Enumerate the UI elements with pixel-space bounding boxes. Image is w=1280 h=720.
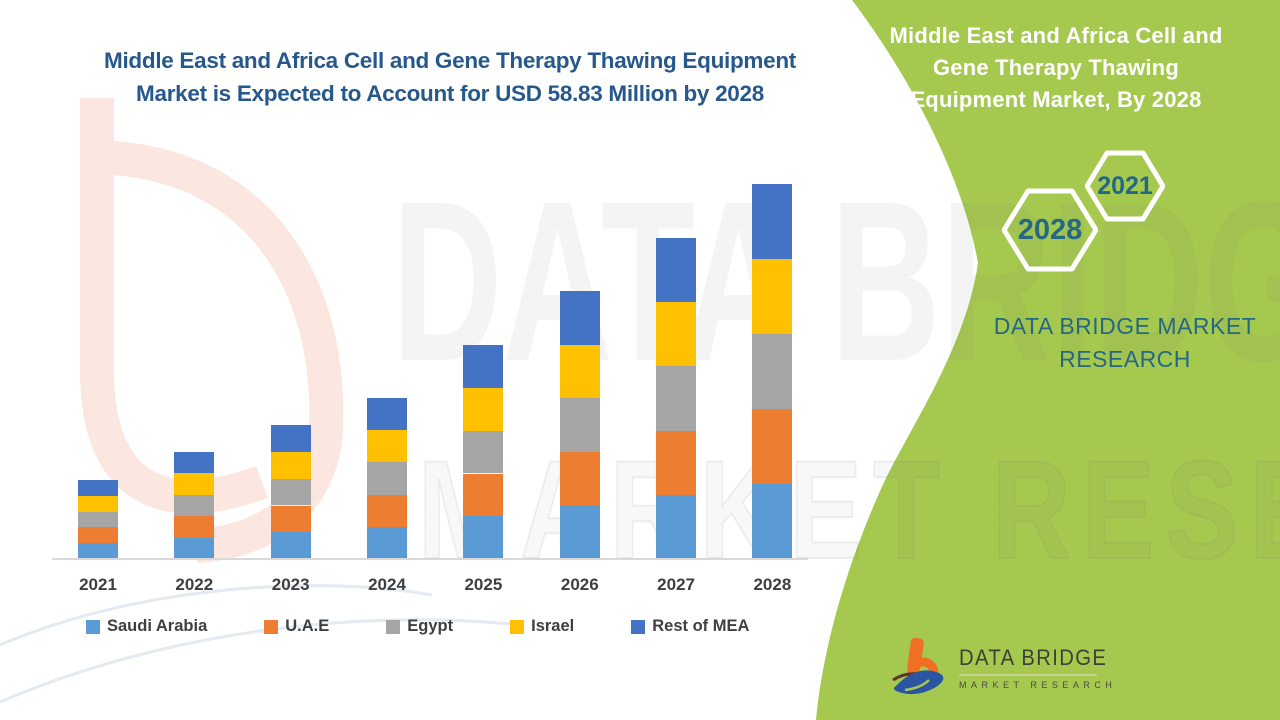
- brand-name-line-2: RESEARCH: [1059, 346, 1191, 372]
- legend-item-israel: Israel: [510, 617, 574, 636]
- watermark-swoosh-line-1: [0, 584, 433, 647]
- green-panel-shape: [816, 0, 1280, 720]
- brand-name-line-1: DATA BRIDGE MARKET: [993, 313, 1257, 339]
- hexagon-2028-outline-icon: [1002, 188, 1098, 272]
- footer-logo-subtext: MARKET RESEARCH: [959, 679, 1117, 690]
- bar-2022-israel: [174, 473, 215, 495]
- footer-logo: DATA BRIDGE MARKET RESEARCH: [891, 636, 1120, 698]
- x-axis-line: [52, 558, 808, 560]
- chart-legend: Saudi Arabia U.A.E Egypt Israel Rest of MEA: [86, 617, 806, 636]
- bar-2028-u-a-e: [752, 409, 793, 484]
- bar-2022-u-a-e: [174, 516, 215, 538]
- bar-2025-egypt: [463, 430, 504, 474]
- bar-2021-saudi-arabia: [78, 543, 118, 559]
- legend-marker-icon: [264, 619, 279, 634]
- panel-title: Middle East and Africa Cell and Gene The…: [862, 20, 1250, 116]
- bar-2026-u-a-e: [559, 451, 600, 506]
- hexagon-2028-badge: 2028: [1002, 188, 1098, 272]
- legend-label: Egypt: [407, 617, 454, 635]
- x-axis-label-2023: 2023: [271, 575, 310, 594]
- bar-2028-israel: [752, 258, 793, 334]
- bar-2027-egypt: [656, 366, 697, 431]
- bar-2024-rest-of-mea: [367, 398, 407, 431]
- bar-2027-saudi-arabia: [656, 494, 697, 559]
- hexagon-2021-label: 2021: [1097, 171, 1153, 200]
- bar-2021-rest-of-mea: [78, 480, 118, 496]
- legend-item-u-a-e: U.A.E: [264, 617, 329, 636]
- bar-2025-israel: [463, 387, 504, 431]
- bar-2022-saudi-arabia: [174, 537, 215, 559]
- bar-2021-u-a-e: [78, 527, 118, 544]
- x-axis-label-2026: 2026: [560, 575, 599, 594]
- x-axis-label-2025: 2025: [464, 575, 503, 594]
- bar-2026-egypt: [559, 398, 600, 452]
- legend-label: U.A.E: [285, 617, 330, 635]
- legend-item-rest-of-mea: Rest of MEA: [631, 617, 749, 636]
- legend-item-egypt: Egypt: [386, 617, 453, 636]
- legend-label: Rest of MEA: [652, 617, 750, 635]
- hexagon-2021-badge: 2021: [1085, 150, 1165, 222]
- bar-2023-u-a-e: [270, 505, 311, 533]
- panel-title-line-3: Equipment Market, By 2028: [910, 87, 1202, 112]
- panel-title-line-1: Middle East and Africa Cell and: [889, 23, 1223, 48]
- legend-marker-icon: [631, 619, 646, 634]
- footer-logo-text: DATA BRIDGE MARKET RESEARCH: [959, 645, 1120, 690]
- footer-logo-name: DATA BRIDGE: [959, 644, 1108, 670]
- chart-title: Middle East and Africa Cell and Gene The…: [55, 44, 845, 110]
- x-axis-label-2028: 2028: [753, 575, 792, 594]
- hexagon-2021-outline-icon: [1085, 150, 1165, 222]
- bar-2028-rest-of-mea: [752, 183, 793, 259]
- brand-name-text: DATA BRIDGE MARKET RESEARCH: [960, 310, 1280, 376]
- bar-2025-saudi-arabia: [463, 516, 504, 559]
- bar-2023-israel: [270, 451, 311, 479]
- bar-2025-rest-of-mea: [463, 345, 504, 388]
- watermark-b-stem: [80, 98, 268, 514]
- bar-2022-egypt: [174, 494, 215, 517]
- x-axis-label-2027: 2027: [657, 575, 695, 594]
- bar-2026-israel: [559, 344, 600, 399]
- legend-marker-icon: [386, 619, 401, 634]
- bar-2026-rest-of-mea: [559, 291, 600, 345]
- bar-2027-israel: [656, 302, 697, 367]
- bar-2027-u-a-e: [656, 430, 697, 495]
- bar-2023-egypt: [270, 478, 311, 506]
- chart-title-line-2: Market is Expected to Account for USD 58…: [136, 81, 764, 106]
- x-axis-label-2021: 2021: [79, 575, 117, 594]
- legend-marker-icon: [86, 619, 100, 634]
- bar-2024-saudi-arabia: [367, 526, 407, 559]
- bar-2026-saudi-arabia: [559, 505, 600, 559]
- legend-marker-icon: [510, 619, 525, 634]
- bar-2028-egypt: [752, 333, 793, 409]
- bar-2025-u-a-e: [463, 473, 504, 517]
- legend-label: Israel: [531, 617, 575, 635]
- bar-2024-israel: [367, 430, 407, 463]
- watermark-b-bowl: [110, 141, 344, 563]
- x-axis-label-2024: 2024: [368, 575, 406, 594]
- bar-2022-rest-of-mea: [174, 451, 215, 474]
- hexagon-2028-label: 2028: [1017, 213, 1083, 246]
- x-axis-label-2022: 2022: [175, 575, 214, 594]
- bar-2021-israel: [78, 495, 118, 512]
- bar-2023-saudi-arabia: [270, 532, 311, 559]
- legend-item-saudi-arabia: Saudi Arabia: [86, 617, 207, 636]
- bar-2023-rest-of-mea: [270, 425, 311, 452]
- bar-2027-rest-of-mea: [656, 238, 697, 303]
- watermark-data-bridge-text: DATA BRIDGE: [392, 155, 1280, 409]
- footer-logo-rule: [959, 673, 1097, 676]
- bar-2024-egypt: [367, 462, 407, 495]
- panel-title-line-2: Gene Therapy Thawing: [932, 55, 1180, 80]
- bar-2024-u-a-e: [367, 494, 407, 527]
- chart-title-line-1: Middle East and Africa Cell and Gene The…: [104, 48, 796, 73]
- bar-2021-egypt: [78, 511, 118, 528]
- data-bridge-logo-icon: [892, 637, 944, 695]
- bar-2028-saudi-arabia: [752, 484, 793, 559]
- legend-label: Saudi Arabia: [107, 617, 208, 635]
